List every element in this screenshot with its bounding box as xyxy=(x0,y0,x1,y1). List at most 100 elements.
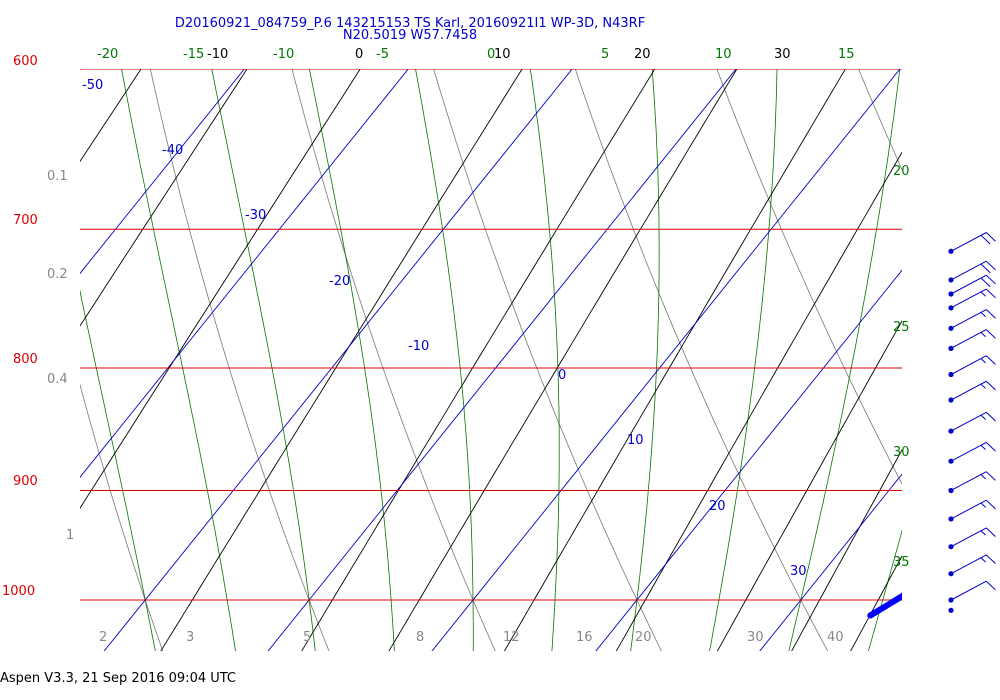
wind-barb-flag xyxy=(985,411,996,422)
mixing-ratio-top-label: 10 xyxy=(494,47,511,62)
wind-barb-column xyxy=(948,232,996,613)
pressure-label: 1000 xyxy=(2,584,35,599)
wind-barb-flag xyxy=(985,329,996,339)
moist-adiabat-label: 5 xyxy=(601,47,609,62)
mixing-ratio-line xyxy=(80,69,361,509)
isotherm-line xyxy=(595,269,902,651)
moist-adiabat-label: 30 xyxy=(893,445,910,460)
wind-barb xyxy=(948,499,996,522)
mixing-ratio-side-label: 1 xyxy=(66,528,74,543)
wind-barb xyxy=(948,441,996,464)
moist-adiabat xyxy=(80,289,156,651)
moist-adiabat-label: -5 xyxy=(376,47,389,62)
footer-info: Aspen V3.3, 21 Sep 2016 09:04 UTC xyxy=(0,671,237,686)
wind-barb-flag xyxy=(980,234,991,245)
wind-barb-staff xyxy=(950,329,987,349)
isotherm-label: 10 xyxy=(627,433,644,448)
wind-barb-half-flag xyxy=(980,444,986,450)
isotherm-label: 30 xyxy=(790,564,807,579)
wind-barb-station xyxy=(948,571,954,577)
mixing-ratio-line xyxy=(716,320,902,651)
wind-barb xyxy=(948,380,996,403)
wind-barb xyxy=(948,288,996,311)
wind-barb-staff xyxy=(950,499,987,520)
wind-barb-half-flag xyxy=(980,474,986,480)
moist-adiabat xyxy=(868,529,902,651)
moist-adiabat-label: -15 xyxy=(183,47,204,62)
mixing-ratio-top-label: 30 xyxy=(774,47,791,62)
wind-barb-flag xyxy=(985,554,996,564)
moist-adiabat xyxy=(0,0,81,680)
wind-barb-flag xyxy=(985,580,996,591)
wind-barb xyxy=(948,232,996,254)
wind-barb-station xyxy=(948,607,954,613)
wind-barb-staff xyxy=(950,380,987,401)
mixing-ratio-axis-label: 30 xyxy=(747,630,764,645)
wind-barb xyxy=(948,329,996,351)
dry-adiabat xyxy=(149,69,330,651)
wind-barb xyxy=(948,355,996,378)
wind-barb xyxy=(948,527,996,550)
mixing-ratio-axis-label: 20 xyxy=(635,630,652,645)
wind-barb-half-flag xyxy=(980,557,986,563)
wind-barb xyxy=(948,411,996,434)
mixing-ratio-axis-label: 40 xyxy=(827,630,844,645)
pressure-label: 800 xyxy=(13,352,38,367)
wind-barb-half-flag xyxy=(980,358,986,364)
wind-barb-staff xyxy=(950,554,987,575)
moist-adiabat-label: 10 xyxy=(715,47,732,62)
wind-barb-flag xyxy=(985,355,996,365)
isotherm-line xyxy=(267,69,737,651)
temperature-trace xyxy=(928,342,1000,616)
wind-barb-flag xyxy=(985,274,996,285)
moist-adiabat-label: 25 xyxy=(893,320,910,335)
mixing-ratio-axis-label: 2 xyxy=(99,630,107,645)
mixing-ratio-side-label: 0.1 xyxy=(47,169,68,184)
wind-barb-station xyxy=(948,544,954,550)
isotherm-line xyxy=(900,0,1000,680)
mixing-ratio-line xyxy=(791,448,902,651)
isotherm-line xyxy=(431,69,901,651)
grid-lines xyxy=(0,0,1000,680)
moist-adiabat-label: 35 xyxy=(893,555,910,570)
isotherm-label: -10 xyxy=(408,339,429,354)
wind-barb-staff xyxy=(950,441,987,462)
mixing-ratio-axis-label: 3 xyxy=(186,630,194,645)
wind-barb-half-flag xyxy=(980,502,986,508)
moist-adiabat xyxy=(308,69,395,651)
isotherm-line xyxy=(0,0,36,680)
wind-barb-flag xyxy=(985,309,996,319)
dry-adiabat xyxy=(291,69,496,651)
dry-adiabat xyxy=(80,383,164,651)
wind-barb-flag xyxy=(985,260,996,271)
moist-adiabat-label: 20 xyxy=(893,164,910,179)
isotherm-line xyxy=(103,69,573,651)
pressure-label: 700 xyxy=(13,213,38,228)
wind-barb-staff xyxy=(950,355,987,375)
mixing-ratio-line xyxy=(850,555,902,651)
mixing-ratio-line xyxy=(80,69,248,327)
isotherm-label: 20 xyxy=(709,499,726,514)
wind-barb-staff xyxy=(950,309,987,329)
mixing-ratio-axis-label: 12 xyxy=(503,630,520,645)
isotherm-line xyxy=(80,69,82,71)
moist-adiabat-label: -20 xyxy=(97,47,118,62)
dry-adiabat xyxy=(0,0,6,680)
wind-barb-flag xyxy=(985,288,996,299)
wind-barb-flag xyxy=(985,499,996,510)
pressure-label: 600 xyxy=(13,54,38,69)
wind-barb-staff xyxy=(950,527,987,548)
wind-barb-half-flag xyxy=(980,332,986,338)
mixing-ratio-line xyxy=(388,69,738,651)
isotherm-label: -20 xyxy=(329,274,350,289)
isotherm-line xyxy=(80,69,245,275)
wind-barb-staff xyxy=(950,232,987,252)
chart-title-line1: D20160921_084759_P.6 143215153 TS Karl, … xyxy=(174,16,646,31)
isotherm-label: 0 xyxy=(558,368,566,383)
mixing-ratio-axis-label: 16 xyxy=(576,630,593,645)
wind-barb-half-flag xyxy=(980,414,986,420)
dry-adiabat xyxy=(936,0,1000,680)
wind-barb xyxy=(948,607,954,613)
